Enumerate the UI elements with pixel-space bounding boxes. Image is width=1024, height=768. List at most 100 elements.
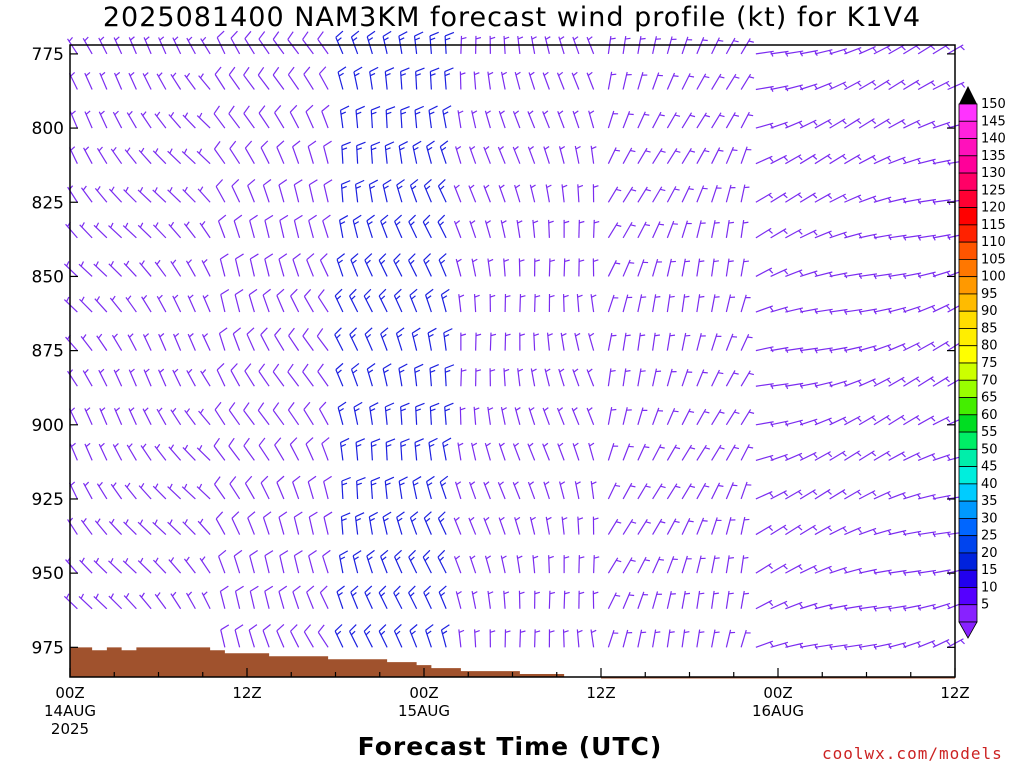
- barb-staff: [369, 71, 373, 90]
- barb-half-flag: [485, 442, 491, 447]
- barb-half-flag: [719, 76, 725, 79]
- barb-staff: [444, 368, 447, 387]
- barb-half-flag: [932, 272, 936, 278]
- wind-barb: [622, 368, 631, 387]
- barb-staff: [696, 369, 705, 387]
- barb-flag: [441, 288, 450, 296]
- wind-barb: [574, 332, 581, 351]
- barb-flag: [262, 288, 271, 296]
- barb-half-flag: [857, 380, 863, 386]
- wind-barb: [652, 72, 663, 90]
- wind-barb: [337, 66, 347, 90]
- barb-half-flag: [768, 564, 773, 570]
- barb-half-flag: [154, 187, 158, 193]
- barb-flag: [323, 475, 332, 483]
- wind-barb: [725, 294, 736, 313]
- barb-half-flag: [531, 368, 537, 373]
- barb-half-flag: [183, 148, 188, 154]
- colorbar-label: 60: [981, 408, 998, 423]
- barb-half-flag: [812, 490, 818, 496]
- wind-barb: [785, 269, 804, 277]
- barb-staff: [213, 148, 226, 165]
- barb-half-flag: [383, 369, 389, 374]
- wind-barb: [607, 518, 622, 535]
- barb-staff: [213, 445, 226, 461]
- wind-barb: [215, 179, 226, 203]
- barb-flag: [322, 214, 331, 222]
- barb-half-flag: [505, 630, 511, 633]
- wind-barb: [711, 517, 722, 535]
- barb-half-flag: [728, 592, 734, 595]
- wind-barb: [588, 332, 595, 351]
- colorbar-label: 20: [981, 546, 998, 561]
- barb-half-flag: [529, 481, 535, 486]
- barb-half-flag: [381, 556, 387, 561]
- barb-half-flag: [674, 188, 680, 191]
- colorbar-label: 40: [981, 477, 998, 492]
- barb-flag: [230, 363, 238, 371]
- wind-barb: [444, 31, 455, 54]
- barb-half-flag: [128, 443, 133, 448]
- wind-barb: [558, 145, 566, 164]
- barb-half-flag: [887, 492, 892, 498]
- barb-flag: [340, 105, 350, 111]
- barb-flag: [400, 67, 410, 73]
- barb-flag: [336, 253, 345, 260]
- colorbar-swatch: [958, 483, 978, 502]
- barb-half-flag: [82, 517, 87, 523]
- barb-flag: [400, 106, 410, 111]
- barb-half-flag: [858, 346, 863, 353]
- wind-barb: [829, 525, 848, 536]
- barb-half-flag: [458, 110, 464, 114]
- wind-barb: [873, 490, 892, 500]
- barb-staff: [349, 295, 359, 313]
- barb-staff: [412, 481, 418, 500]
- wind-barb: [542, 407, 550, 426]
- barb-half-flag: [188, 294, 194, 299]
- barb-staff: [317, 371, 329, 387]
- wind-barb: [829, 489, 847, 500]
- wind-barb: [487, 590, 494, 609]
- barb-staff: [287, 371, 300, 387]
- wind-barb: [303, 624, 314, 648]
- barb-half-flag: [573, 110, 579, 115]
- barb-flag: [400, 438, 410, 443]
- wind-barb: [213, 105, 226, 129]
- wind-barb: [67, 517, 78, 535]
- wind-barb: [168, 112, 182, 129]
- colorbar-swatch: [958, 138, 978, 157]
- wind-barb: [534, 294, 541, 313]
- barb-staff: [335, 369, 344, 387]
- wind-barb: [112, 110, 123, 129]
- wind-barb: [607, 406, 617, 425]
- colorbar-swatch: [958, 258, 978, 278]
- barb-flag: [319, 585, 328, 593]
- barb-flag: [396, 179, 405, 186]
- barb-flag: [341, 141, 351, 147]
- barb-half-flag: [812, 194, 818, 199]
- barb-half-flag: [95, 557, 100, 563]
- barb-half-flag: [140, 147, 145, 153]
- barb-half-flag: [515, 71, 521, 76]
- barb-flag: [409, 624, 418, 632]
- barb-half-flag: [857, 417, 862, 422]
- barb-staff: [444, 406, 447, 425]
- barb-staff: [339, 110, 344, 129]
- wind-barb: [475, 368, 482, 387]
- wind-barb: [740, 219, 749, 238]
- barb-staff: [247, 185, 255, 203]
- barb-half-flag: [95, 261, 99, 267]
- wind-barb: [426, 140, 435, 164]
- wind-barb: [170, 72, 182, 90]
- wind-barb: [65, 334, 78, 352]
- barb-half-flag: [549, 259, 556, 263]
- credit-link[interactable]: coolwx.com/models: [822, 744, 1003, 763]
- barb-half-flag: [185, 221, 190, 227]
- wind-barb: [592, 258, 599, 277]
- wind-barb: [350, 253, 359, 277]
- barb-staff: [341, 480, 344, 500]
- barb-half-flag: [659, 114, 665, 117]
- wind-barb: [512, 146, 521, 164]
- barb-half-flag: [424, 221, 430, 226]
